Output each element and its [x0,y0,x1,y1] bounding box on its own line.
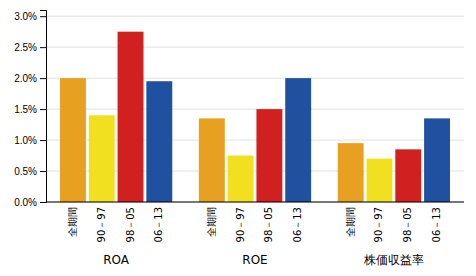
bar-label: 全期間 [206,207,217,237]
y-tick-mark [40,202,46,203]
group-label: ROE [242,253,267,267]
bar [146,81,172,202]
grid-line [46,78,464,79]
bar-label: 06－13 [431,207,442,242]
y-tick-label: 0.5% [14,166,37,177]
y-tick-mark [40,171,46,172]
bar [228,156,254,202]
y-tick-mark [40,16,46,17]
y-tick: 2.5% [14,42,46,53]
y-tick-label: 2.5% [14,42,37,53]
bar [424,118,450,202]
bar [367,159,393,202]
x-axis: 全期間 90－97 98－05 06－13 全期間 90－97 98－05 06－13 全期間 9… [67,207,442,267]
grid-line [46,16,464,17]
y-tick-label: 1.0% [14,135,37,146]
y-tick: 3.0% [14,11,46,22]
group-label: 株価収益率 [363,253,424,267]
y-tick-label: 0.0% [14,197,37,208]
y-tick: 0.5% [14,166,46,177]
bars [60,32,450,202]
grid-line [46,109,464,110]
bar [60,78,86,202]
bar-label: 90－97 [235,207,246,242]
y-tick-label: 1.5% [14,104,37,115]
y-tick-mark [40,78,46,79]
chart: 0.0% 0.5% 1.0% 1.5% 2.0% 2.5% 3.0% 全期間 90－97 98－0… [0,0,476,276]
bar-label: 90－97 [373,207,384,242]
bar-label: 90－97 [96,207,107,242]
bar [118,32,144,202]
bar [395,149,421,202]
bar [89,115,115,202]
y-tick-mark [40,47,46,48]
bar-label: 98－05 [125,207,136,242]
y-tick: 1.5% [14,104,46,115]
y-tick: 1.0% [14,135,46,146]
y-tick-label: 2.0% [14,73,37,84]
y-axis: 0.0% 0.5% 1.0% 1.5% 2.0% 2.5% 3.0% [14,11,46,208]
grid-line [46,202,464,203]
grid [46,16,464,202]
grid-line [46,47,464,48]
y-tick: 0.0% [14,197,46,208]
bar-label: 98－05 [402,207,413,242]
y-axis-line [40,11,47,203]
bar [199,118,225,202]
y-tick-mark [40,140,46,141]
bar-label: 06－13 [153,207,164,242]
bar-label: 全期間 [345,207,356,237]
bar [256,109,282,202]
bar [338,143,364,202]
x-axis-line [46,202,464,203]
y-tick-label: 3.0% [14,11,37,22]
plot: 0.0% 0.5% 1.0% 1.5% 2.0% 2.5% 3.0% 全期間 90－97 98－0… [14,11,464,268]
bar [285,78,311,202]
group-label: ROA [103,253,130,267]
y-tick-mark [40,109,46,110]
bar-label: 06－13 [292,207,303,242]
y-tick: 2.0% [14,73,46,84]
bar-label: 全期間 [67,207,78,237]
bar-label: 98－05 [263,207,274,242]
